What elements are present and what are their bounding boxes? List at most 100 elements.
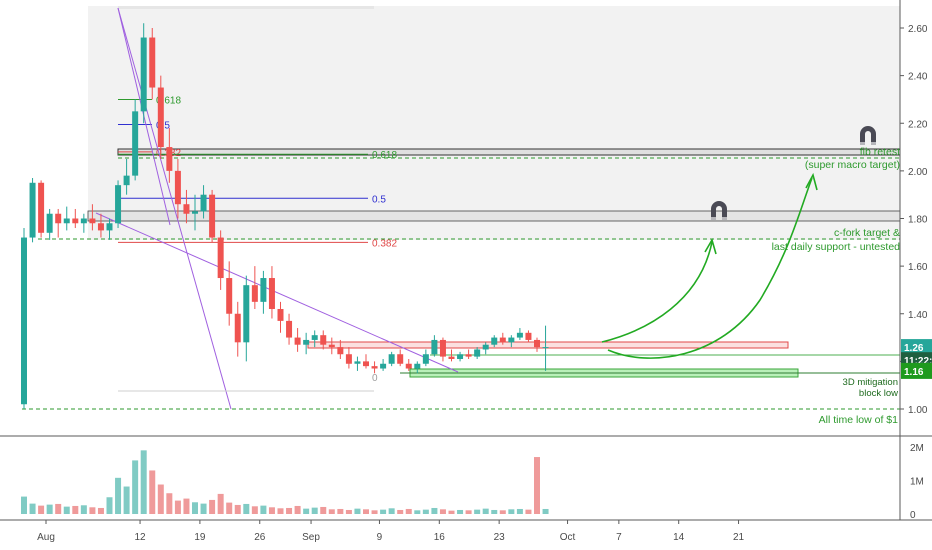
volume-bar [345, 509, 352, 514]
volume-bar [354, 508, 361, 514]
volume-bar [72, 505, 79, 514]
volume-bar [55, 503, 62, 514]
trend-line-descending [95, 212, 459, 373]
candle-body [183, 204, 190, 214]
volume-bar [303, 508, 310, 514]
candle-body [217, 237, 224, 279]
candle-body [465, 354, 472, 357]
volume-bar [209, 499, 216, 514]
candle-body [405, 363, 412, 369]
candle-body [388, 354, 395, 364]
fib-label: 0.382 [372, 238, 397, 249]
candle-body [29, 182, 36, 238]
annotation-atl: All time low of $1 [819, 414, 899, 426]
candle-body [132, 111, 139, 176]
volume-bar [439, 509, 446, 514]
volume-bar [106, 497, 113, 514]
candle-body [439, 339, 446, 357]
x-tick-label: 7 [616, 532, 622, 543]
price-badge-label: 1.26 [904, 343, 924, 354]
candle-body [46, 213, 53, 233]
price-badge [901, 339, 932, 356]
price-badge [901, 362, 932, 379]
candle-body [38, 182, 45, 233]
candle-body [106, 223, 113, 231]
magnet-icon [711, 201, 727, 220]
volume-bar [474, 509, 481, 514]
candle-body [268, 278, 275, 309]
volume-bar [200, 503, 207, 514]
volume-bar [38, 505, 45, 514]
annotation-target-top-1: fib retest [860, 146, 900, 158]
volume-bar [21, 496, 27, 514]
volume-bar [397, 509, 404, 514]
candle-body [380, 363, 387, 369]
candles [21, 23, 549, 409]
projection-arrow-2-head [805, 172, 818, 191]
candle-body [482, 344, 489, 350]
volume-bar [251, 506, 258, 514]
volume-bar [534, 457, 540, 514]
price-badge-label: 1.16 [904, 367, 924, 378]
volume-bar [149, 470, 156, 514]
volume-bar [491, 509, 498, 514]
volume-bar [414, 510, 421, 514]
volume-bar [277, 508, 284, 514]
candle-body [474, 349, 481, 357]
price-badge-label: 11:22:4 [904, 356, 932, 367]
candle-body [251, 285, 258, 302]
candle-body [286, 320, 293, 338]
volume-bar [217, 493, 224, 514]
candle-body [260, 278, 267, 302]
candle-body [457, 354, 464, 359]
candle-body [320, 335, 327, 345]
candle-body [363, 361, 369, 367]
annotation-target-top-2: (super macro target) [805, 159, 900, 171]
volume-bar [174, 500, 181, 514]
candle-body [277, 308, 284, 321]
fib-label: 0.618 [372, 150, 397, 161]
candle-body [337, 347, 344, 355]
candle-body [491, 337, 498, 345]
candle-body [294, 337, 301, 345]
candle-body [21, 237, 27, 405]
candle-body [166, 147, 173, 171]
x-tick-label: 21 [733, 532, 745, 543]
volume-tick-label: 2M [910, 443, 924, 454]
x-tick-label: 26 [254, 532, 266, 543]
candle-body [328, 344, 335, 348]
candle-body [516, 332, 523, 338]
volume-bar [183, 498, 190, 514]
volume-bar [63, 506, 70, 514]
volume-bar [97, 507, 104, 514]
volume-bar [260, 505, 267, 514]
candle-body [80, 218, 87, 224]
candle-body [525, 332, 532, 340]
fib-label: 0.5 [372, 194, 386, 205]
x-tick-label: 12 [134, 532, 146, 543]
x-tick-label: 16 [434, 532, 446, 543]
x-tick-label: Sep [302, 532, 320, 543]
volume-bar [311, 507, 318, 514]
volume-bar [388, 508, 395, 514]
y-tick-label: 1.80 [908, 215, 928, 226]
volume-bar [29, 503, 36, 514]
volume-bar [268, 507, 275, 514]
candle-body [234, 313, 241, 343]
candle-body [431, 339, 438, 355]
volume-bar [363, 509, 369, 514]
x-tick-label: 19 [194, 532, 206, 543]
y-tick-label: 1.60 [908, 262, 928, 273]
candle-body [200, 194, 207, 212]
volume-bar [123, 486, 130, 514]
candle-body [508, 337, 515, 343]
candle-body [311, 335, 318, 340]
y-tick-label: 1.40 [908, 310, 928, 321]
target-zone-cap [118, 6, 374, 9]
candle-body [542, 347, 549, 349]
projection-arrow-1-head [704, 237, 717, 255]
volume-bar [380, 509, 387, 514]
volume-bar [422, 509, 429, 514]
candle-body [174, 170, 181, 205]
